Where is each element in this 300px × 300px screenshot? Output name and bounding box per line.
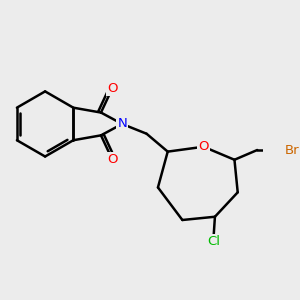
- Text: Br: Br: [285, 143, 300, 157]
- Text: N: N: [117, 118, 127, 130]
- Text: O: O: [198, 140, 209, 153]
- Text: O: O: [107, 153, 118, 166]
- Text: O: O: [107, 82, 118, 94]
- Text: Cl: Cl: [207, 235, 220, 248]
